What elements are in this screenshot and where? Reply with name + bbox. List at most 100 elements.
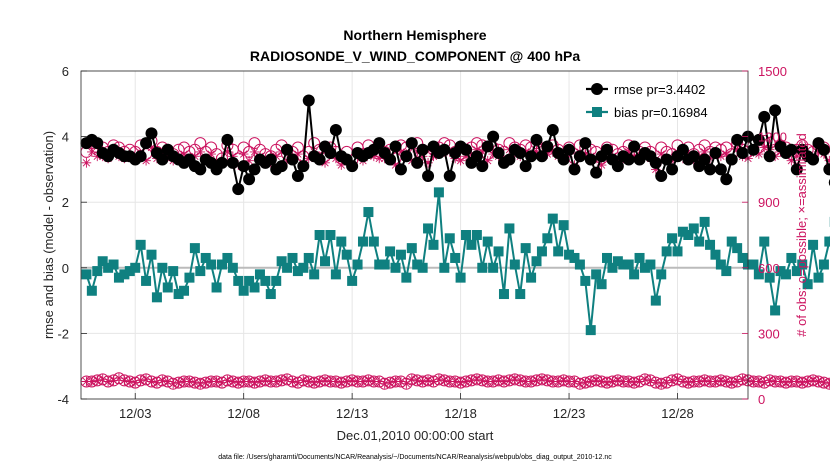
bias-point <box>488 263 498 273</box>
rmse-point <box>324 147 336 159</box>
bias-point <box>689 223 699 233</box>
bias-point <box>705 240 715 250</box>
data-file-footer: data file: /Users/gharamti/Documents/NCA… <box>218 454 612 461</box>
rmse-point <box>438 144 450 156</box>
bias-point <box>81 269 91 279</box>
legend-rmse-label: rmse pr=3.4402 <box>614 82 705 97</box>
bias-point <box>575 260 585 270</box>
bias-point <box>645 260 655 270</box>
rmse-point <box>731 134 743 146</box>
bias-point <box>673 246 683 256</box>
bias-point <box>466 240 476 250</box>
bias-point <box>662 246 672 256</box>
rmse-point <box>232 183 244 195</box>
bias-point <box>721 266 731 276</box>
bias-point <box>602 253 612 263</box>
obs-assimilated-marker <box>402 379 412 389</box>
rmse-point <box>330 124 342 136</box>
x-tick-label: 12/18 <box>444 406 477 421</box>
bias-point <box>309 269 319 279</box>
bias-point <box>282 263 292 273</box>
rmse-point <box>568 163 580 175</box>
rmse-point <box>406 137 418 149</box>
rmse-point <box>818 144 830 156</box>
bias-point <box>342 250 352 260</box>
rmse-point <box>400 150 412 162</box>
rmse-point <box>390 140 402 152</box>
rmse-point <box>286 154 298 166</box>
bias-point <box>510 260 520 270</box>
bias-point <box>260 276 270 286</box>
bias-point <box>499 289 509 299</box>
rmse-point <box>563 144 575 156</box>
rmse-point <box>585 154 597 166</box>
bias-point <box>287 253 297 263</box>
rmse-point <box>764 150 776 162</box>
y-tick-label: 2 <box>62 195 69 210</box>
bias-point <box>325 230 335 240</box>
bias-point <box>184 273 194 283</box>
bias-point <box>586 325 596 335</box>
y-tick-label: 4 <box>62 130 69 145</box>
bias-point <box>472 230 482 240</box>
bias-point <box>824 237 830 247</box>
rmse-point <box>514 147 526 159</box>
rmse-point <box>303 95 315 107</box>
bias-point <box>385 246 395 256</box>
rmse-point <box>384 154 396 166</box>
bias-point <box>152 292 162 302</box>
bias-point <box>521 243 531 253</box>
bias-point <box>146 250 156 260</box>
bias-point <box>624 260 634 270</box>
rmse-point <box>276 160 288 172</box>
y-tick-label: -2 <box>57 326 69 341</box>
bias-point <box>748 260 758 270</box>
rmse-point <box>216 157 228 169</box>
bias-point <box>781 269 791 279</box>
bias-point <box>439 263 449 273</box>
bias-point <box>233 276 243 286</box>
bias-point <box>179 286 189 296</box>
legend-rmse-marker <box>591 83 603 95</box>
rmse-point <box>395 163 407 175</box>
bias-point <box>222 253 232 263</box>
bias-point <box>380 260 390 270</box>
x-tick-label: 12/03 <box>119 406 152 421</box>
bias-point <box>353 260 363 270</box>
rmse-point <box>758 111 770 123</box>
bias-point <box>271 276 281 286</box>
bias-point <box>434 187 444 197</box>
y2-tick-label: 300 <box>758 326 780 341</box>
rmse-point <box>769 104 781 116</box>
bias-point <box>456 273 466 283</box>
bias-point <box>591 269 601 279</box>
bias-point <box>266 289 276 299</box>
bias-point <box>401 273 411 283</box>
rmse-point <box>720 173 732 185</box>
rmse-point <box>531 134 543 146</box>
bias-point <box>635 253 645 263</box>
bias-point <box>369 237 379 247</box>
bias-point <box>418 263 428 273</box>
legend-bias-label: bias pr=0.16984 <box>614 105 708 120</box>
rmse-point <box>709 147 721 159</box>
bias-point <box>759 237 769 247</box>
legend-bias-marker <box>592 107 602 117</box>
plot-area <box>81 71 748 399</box>
bias-point <box>819 260 829 270</box>
rmse-point <box>666 163 678 175</box>
rmse-point <box>623 154 635 166</box>
bias-point <box>542 233 552 243</box>
bias-point <box>461 230 471 240</box>
bias-point <box>526 273 536 283</box>
bias-point <box>298 263 308 273</box>
bias-point <box>656 269 666 279</box>
rmse-point <box>655 170 667 182</box>
bias-point <box>710 250 720 260</box>
bias-point <box>320 256 330 266</box>
rmse-point <box>476 160 488 172</box>
obs-assimilated-marker <box>82 158 92 168</box>
bias-point <box>228 263 238 273</box>
bias-point <box>331 269 341 279</box>
bias-point <box>597 279 607 289</box>
